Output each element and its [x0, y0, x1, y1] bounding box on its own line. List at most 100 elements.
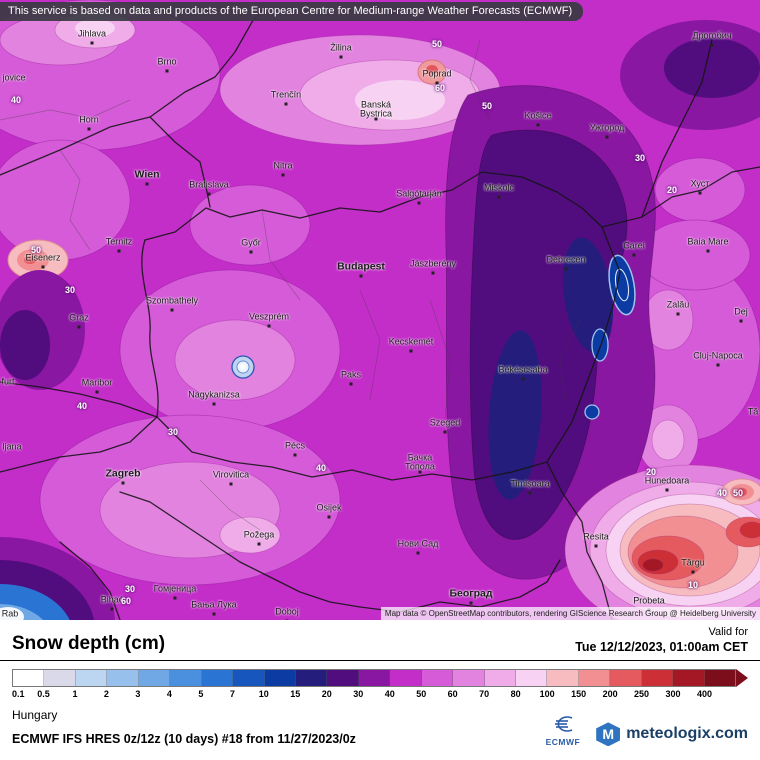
city-label: Paks [340, 369, 362, 380]
legend-swatch [578, 670, 611, 687]
city-label: Jihlava [77, 28, 107, 39]
city-label: Bihać [100, 594, 124, 605]
model-info: ECMWF IFS HRES 0z/12z (10 days) #18 from… [12, 732, 356, 747]
city-marker [665, 488, 669, 492]
city-label: Szeged [429, 417, 461, 428]
city-marker [90, 41, 94, 45]
city-label: Doboj [275, 606, 299, 617]
city-label: Debrecen [546, 254, 586, 265]
city-label: Brno [157, 56, 177, 67]
city-label: Békéscsaba [498, 364, 548, 375]
city-label: Ternitz [105, 236, 133, 247]
meteologix-logo[interactable]: M meteologix.com [596, 722, 748, 747]
city-marker [207, 192, 211, 196]
city-label: Dej [734, 306, 748, 317]
city-marker [281, 173, 285, 177]
legend-tick: 80 [510, 689, 521, 700]
city-label: Хуст [690, 178, 710, 189]
city-label: Miskolc [483, 182, 515, 193]
legend-tick: 0.5 [37, 689, 50, 700]
legend-swatch [13, 670, 45, 687]
city-marker [417, 201, 421, 205]
city-marker [145, 182, 149, 186]
city-marker [710, 43, 714, 47]
legend-ticks: 0.1 0.5 1 2 3 4 5 7 10 15 20 30 40 50 60 70 80 100 150 200 2… [12, 689, 736, 702]
city-marker [339, 55, 343, 59]
city-marker [257, 542, 261, 546]
ecmwf-logo[interactable]: ECMWF [546, 715, 581, 747]
city-label: Гомјеница [153, 583, 197, 594]
contour-label: 30 [634, 153, 646, 163]
city-marker [110, 607, 114, 611]
city-marker [173, 596, 177, 600]
city-marker [528, 491, 532, 495]
city-marker [374, 117, 378, 121]
city-marker [691, 570, 695, 574]
city-marker [212, 612, 216, 616]
legend-swatch [264, 670, 296, 687]
valid-time: Tue 12/12/2023, 01:00am CET [575, 639, 748, 654]
legend-tick: 100 [539, 689, 555, 700]
city-marker [632, 253, 636, 257]
contour-label: 20 [645, 467, 657, 477]
legend-tick: 5 [198, 689, 204, 700]
city-label: Београд [449, 587, 493, 600]
city-label: Hunedoara [644, 475, 690, 486]
city-marker [284, 102, 288, 106]
city-marker [676, 312, 680, 316]
city-label: Požega [243, 529, 275, 540]
city-label: Carei [623, 240, 645, 251]
city-marker [716, 363, 720, 367]
city-label: Nagykanizsa [188, 389, 240, 400]
city-marker [564, 267, 568, 271]
city-label: Graz [69, 312, 89, 323]
city-marker [212, 402, 216, 406]
city-marker [706, 249, 710, 253]
city-label: Probeta [633, 595, 665, 606]
legend-swatch [390, 670, 422, 687]
city-marker [469, 601, 473, 605]
legend-swatch [547, 670, 579, 687]
contour-label: 30 [64, 285, 76, 295]
city-label: Veszprém [248, 311, 290, 322]
contour-label: 60 [120, 596, 132, 606]
city-marker [698, 191, 702, 195]
city-label: Бања Лука [191, 599, 237, 610]
valid-for-label: Valid for [708, 626, 748, 638]
contour-label: 10 [687, 580, 699, 590]
city-label: jovice [2, 72, 26, 83]
ecmwf-service-banner: This service is based on data and produc… [0, 2, 584, 21]
city-marker [229, 482, 233, 486]
city-label: Бачка Топола [405, 452, 435, 472]
city-label: Zagreb [105, 467, 141, 480]
weather-map[interactable]: This service is based on data and produc… [0, 0, 760, 620]
legend-tick: 50 [416, 689, 427, 700]
legend-tick: 15 [290, 689, 301, 700]
contour-label: 50 [481, 101, 493, 111]
legend-tick: 2 [103, 689, 109, 700]
legend-swatch [610, 670, 642, 687]
ecmwf-icon [554, 716, 573, 732]
legend-swatch [516, 670, 548, 687]
contour-label: 50 [732, 488, 744, 498]
contour-label: 30 [124, 584, 136, 594]
city-marker [77, 325, 81, 329]
legend-swatch [327, 670, 359, 687]
legend-swatch [44, 670, 76, 687]
legend-tick: 400 [697, 689, 713, 700]
legend-tick: 3 [135, 689, 141, 700]
city-label: Szombathely [145, 295, 199, 306]
legend-tick: 150 [571, 689, 587, 700]
city-marker [349, 382, 353, 386]
legend-swatch [201, 670, 234, 687]
city-label: Horn [79, 114, 99, 125]
legend-swatch [704, 670, 736, 687]
legend-tick: 30 [353, 689, 364, 700]
contour-label: 50 [30, 245, 42, 255]
legend-swatch [358, 670, 391, 687]
contour-label: 40 [716, 488, 728, 498]
city-label: Kecskemét [388, 336, 434, 347]
city-marker [359, 274, 363, 278]
legend-tick: 60 [447, 689, 458, 700]
legend-tick: 300 [665, 689, 681, 700]
